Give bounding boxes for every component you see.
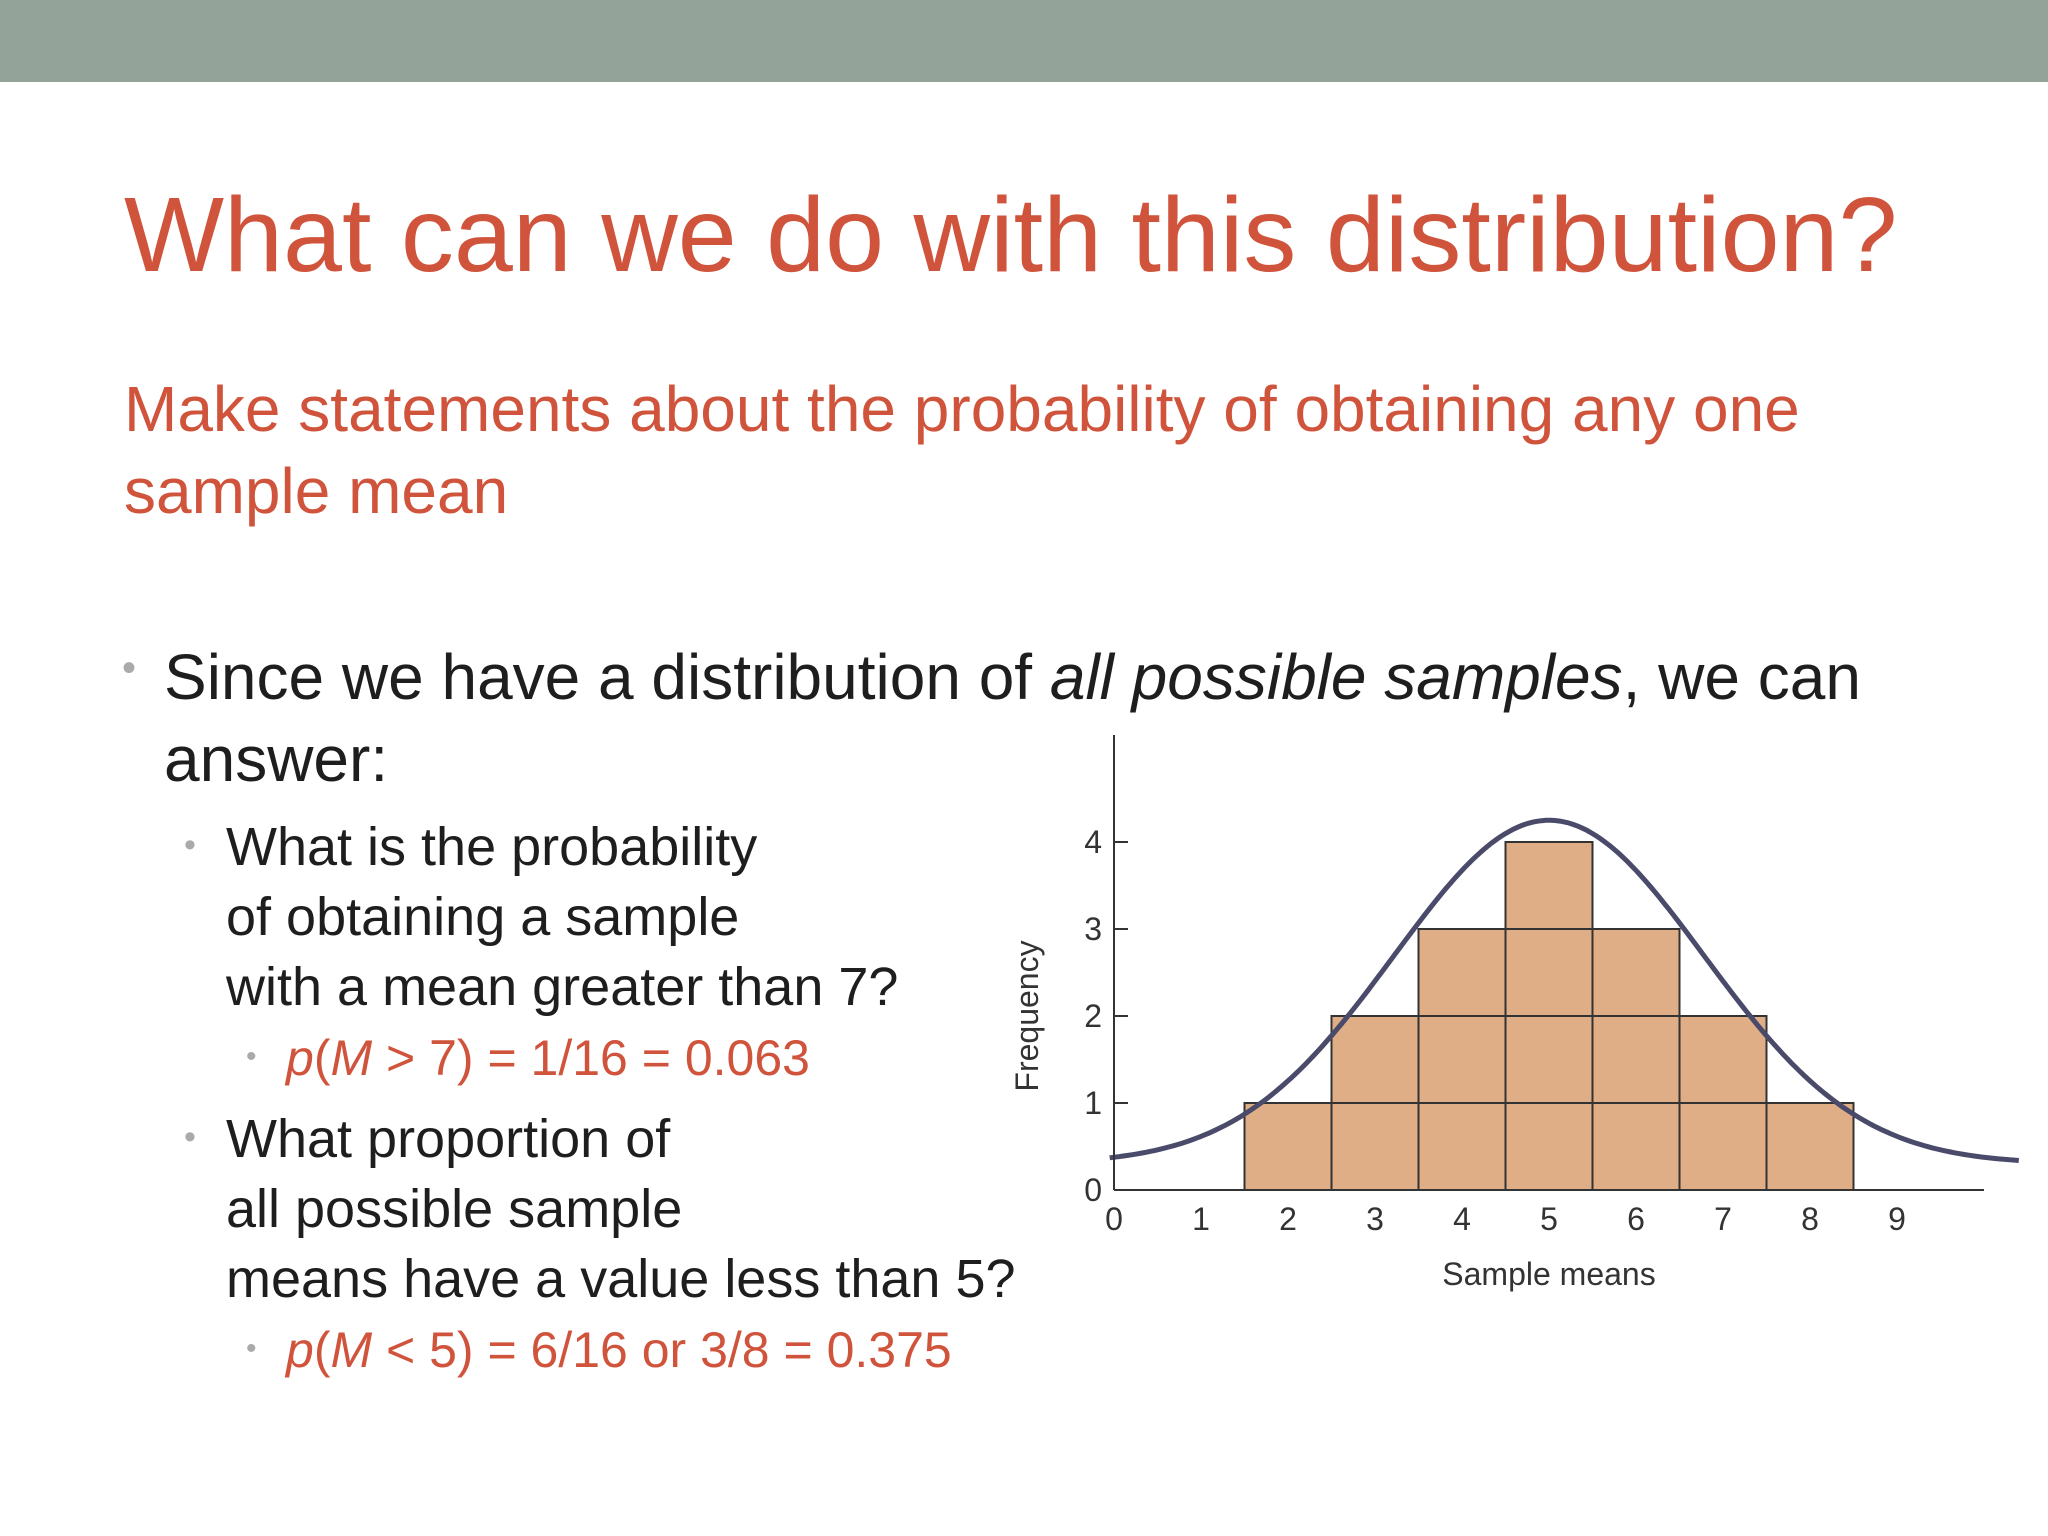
x-tick-label: 4 <box>1453 1201 1471 1237</box>
answer-1-m: M <box>330 1030 373 1086</box>
histogram-block <box>1591 928 1681 1017</box>
histogram-block <box>1504 1102 1594 1191</box>
bullet-dot-icon: • <box>246 1332 257 1365</box>
histogram-block <box>1330 1015 1420 1104</box>
y-tick-label: 2 <box>1084 998 1102 1034</box>
bullet-dot-icon: • <box>184 826 196 864</box>
slide-title: What can we do with this distribution? <box>124 176 1898 294</box>
answer-1-rest: > 7) = 1/16 = 0.063 <box>372 1030 810 1086</box>
answer-2-p: p <box>286 1322 314 1378</box>
top-banner <box>0 0 2048 82</box>
histogram-block <box>1678 1102 1768 1191</box>
answer-2-rest: < 5) = 6/16 or 3/8 = 0.375 <box>372 1322 952 1378</box>
x-tick-label: 8 <box>1801 1201 1819 1237</box>
histogram-block <box>1243 1102 1333 1191</box>
histogram-block <box>1417 1015 1507 1104</box>
question-1-line: with a mean greater than 7? <box>226 957 899 1017</box>
question-2-line: means have a value less than 5? <box>226 1249 1016 1309</box>
y-tick-label: 1 <box>1084 1085 1102 1121</box>
y-tick-label: 3 <box>1084 911 1102 947</box>
y-axis-label: Frequency <box>1009 940 1045 1091</box>
normal-curve <box>1109 817 2020 1163</box>
histogram-block <box>1765 1102 1855 1191</box>
question-1-line: of obtaining a sample <box>226 887 740 947</box>
histogram-block <box>1330 1102 1420 1191</box>
answer-1: p(M > 7) = 1/16 = 0.063 <box>286 1028 810 1088</box>
slide-subtitle: Make statements about the probability of… <box>124 373 1800 527</box>
x-tick-label: 5 <box>1540 1201 1558 1237</box>
histogram-block <box>1504 1015 1594 1104</box>
x-tick-label: 1 <box>1192 1201 1210 1237</box>
histogram-block <box>1591 1015 1681 1104</box>
bullet-dot-icon: • <box>122 646 137 690</box>
answer-2-m: M <box>330 1322 373 1378</box>
bullet-main: Since we have a distribution of all poss… <box>164 636 1924 800</box>
y-tick-label: 4 <box>1084 824 1102 860</box>
histogram-block <box>1417 928 1507 1017</box>
bullet-dot-icon: • <box>184 1118 196 1156</box>
bullet-dot-icon: • <box>246 1040 257 1073</box>
answer-1-p: p <box>286 1030 314 1086</box>
bullet-main-em: all possible samples <box>1049 641 1623 713</box>
x-tick-label: 0 <box>1105 1201 1123 1237</box>
question-2-line: What proportion of <box>226 1109 671 1169</box>
question-1: What is the probability of obtaining a s… <box>226 812 898 1022</box>
answer-2-open: ( <box>313 1322 331 1378</box>
histogram-block <box>1417 1102 1507 1191</box>
answer-1-open: ( <box>313 1030 331 1086</box>
bullet-main-pre: Since we have a distribution of <box>164 641 1050 713</box>
question-2-line: all possible sample <box>226 1179 683 1239</box>
question-1-line: What is the probability <box>226 817 758 877</box>
x-tick-label: 7 <box>1714 1201 1732 1237</box>
x-tick-label: 6 <box>1627 1201 1645 1237</box>
x-tick-label: 2 <box>1279 1201 1297 1237</box>
histogram-block <box>1678 1015 1768 1104</box>
answer-2: p(M < 5) = 6/16 or 3/8 = 0.375 <box>286 1320 952 1380</box>
bullet-main-post: , we can answer: <box>164 641 1861 795</box>
x-axis-label: Sample means <box>1442 1256 1655 1292</box>
histogram-block <box>1504 928 1594 1017</box>
x-tick-label: 3 <box>1366 1201 1384 1237</box>
question-2: What proportion of all possible sample m… <box>226 1104 1016 1314</box>
y-tick-label: 0 <box>1084 1172 1102 1208</box>
histogram-block <box>1591 1102 1681 1191</box>
histogram-block <box>1504 841 1594 930</box>
x-tick-label: 9 <box>1888 1201 1906 1237</box>
